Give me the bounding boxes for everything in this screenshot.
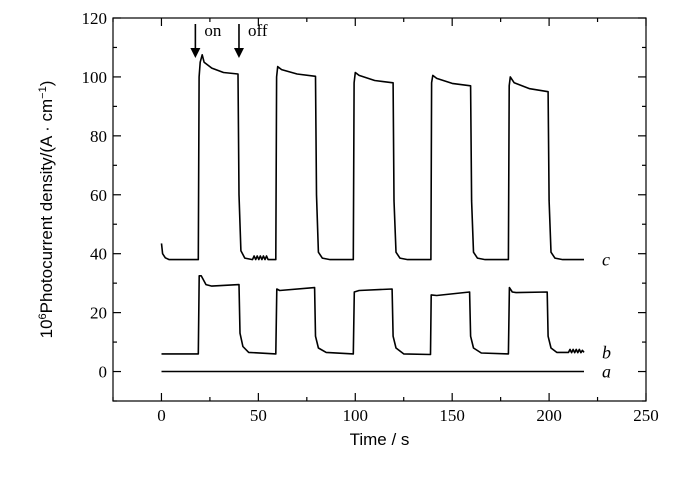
y-axis-title-exponent: 6 xyxy=(37,313,49,319)
y-axis-title-unit-close: ) xyxy=(37,81,56,87)
axis-tick-labels: 0 50 100 150 200 250 0 20 40 60 80 100 120 xyxy=(82,9,659,425)
y-axis-title-prefix: 10 xyxy=(37,319,56,338)
y-tick-label: 20 xyxy=(90,304,107,323)
y-axis-title-unit-exponent: −1 xyxy=(37,86,49,99)
plot-frame-group xyxy=(112,17,647,402)
y-tick-label: 80 xyxy=(90,127,107,146)
y-tick-label: 60 xyxy=(90,186,107,205)
y-tick-label: 40 xyxy=(90,245,107,264)
y-axis-title-quantity: Photocurrent density xyxy=(37,157,56,313)
x-tick-label: 150 xyxy=(439,406,465,425)
x-tick-label: 250 xyxy=(633,406,659,425)
series-label-c: c xyxy=(602,250,610,270)
annotation-label-off: off xyxy=(248,21,268,40)
y-tick-label: 100 xyxy=(82,68,108,87)
annotation-arrowhead-on xyxy=(190,48,201,58)
axis-ticks xyxy=(112,17,647,402)
series-line-c xyxy=(160,54,584,261)
series-labels: ab c xyxy=(602,250,611,382)
annotation-arrowhead-off xyxy=(233,48,244,58)
x-tick-label: 50 xyxy=(250,406,267,425)
series-label-a: a xyxy=(602,362,611,382)
x-tick-label: 200 xyxy=(536,406,562,425)
light-annotations: on off xyxy=(190,21,268,58)
plot-frame xyxy=(112,17,647,402)
series-line-b xyxy=(161,275,585,356)
series-label-b: b xyxy=(602,342,611,362)
y-tick-label: 120 xyxy=(82,9,108,28)
data-series xyxy=(160,54,585,373)
annotation-label-on: on xyxy=(204,21,222,40)
y-axis-title-unit: /(A · cm xyxy=(37,99,56,158)
x-tick-label: 100 xyxy=(343,406,369,425)
x-axis-title: Time / s xyxy=(350,430,410,449)
y-tick-label: 0 xyxy=(99,363,108,382)
y-axis-title: 106Photocurrent density/(A · cm−1) xyxy=(37,81,56,339)
x-tick-label: 0 xyxy=(157,406,166,425)
